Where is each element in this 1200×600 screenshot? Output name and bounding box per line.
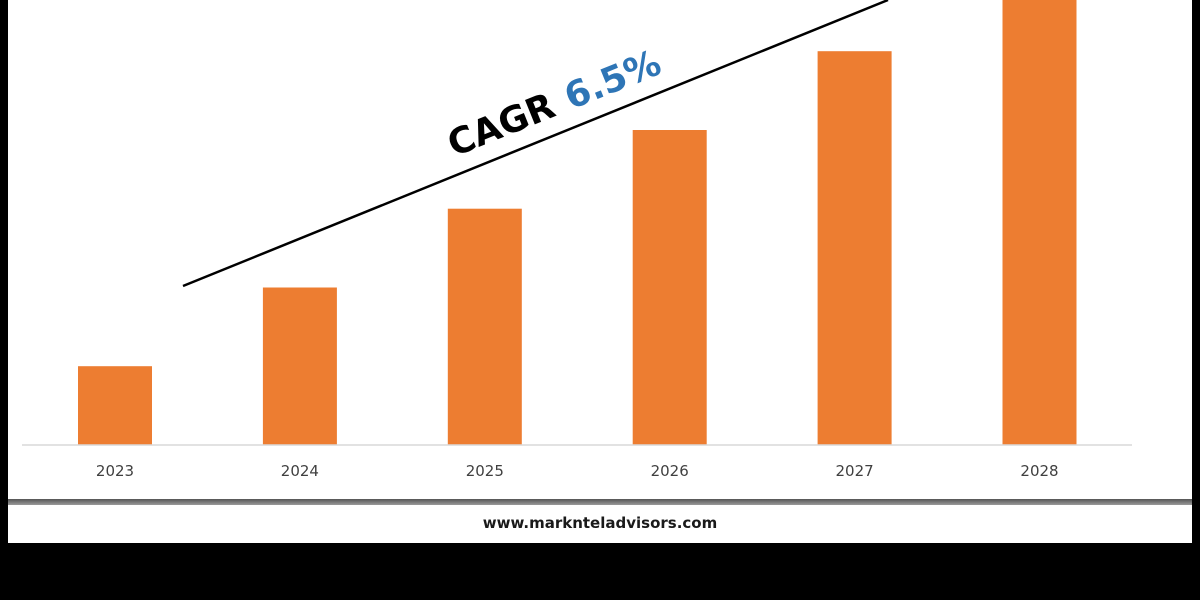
- x-tick-label-2024: 2024: [281, 462, 319, 480]
- bar-2023: [78, 366, 152, 445]
- x-tick-labels: 2023 2024 2025 2026 2027 2028: [96, 462, 1059, 480]
- bar-2025: [447, 208, 522, 445]
- bar-2028: [1002, 0, 1077, 445]
- bar-2027: [817, 51, 892, 445]
- bars-group: [78, 0, 1077, 445]
- x-tick-label-2027: 2027: [836, 462, 874, 480]
- bar-2026: [632, 130, 707, 445]
- x-tick-label-2025: 2025: [466, 462, 504, 480]
- cagr-trend-line: [182, 0, 889, 288]
- cagr-label: CAGR: [442, 86, 561, 166]
- x-tick-label-2023: 2023: [96, 462, 134, 480]
- x-tick-label-2026: 2026: [651, 462, 689, 480]
- x-tick-label-2028: 2028: [1020, 462, 1058, 480]
- footer-divider: [8, 499, 1192, 505]
- cagr-value: 6.5%: [559, 43, 667, 118]
- bar-chart: 2023 2024 2025 2026 2027 2028 CAGR 6.5%: [22, 0, 1132, 480]
- chart-card: 2023 2024 2025 2026 2027 2028 CAGR 6.5%: [8, 0, 1192, 543]
- bar-2024: [262, 287, 337, 445]
- footer-website: www.marknteladvisors.com: [482, 514, 718, 532]
